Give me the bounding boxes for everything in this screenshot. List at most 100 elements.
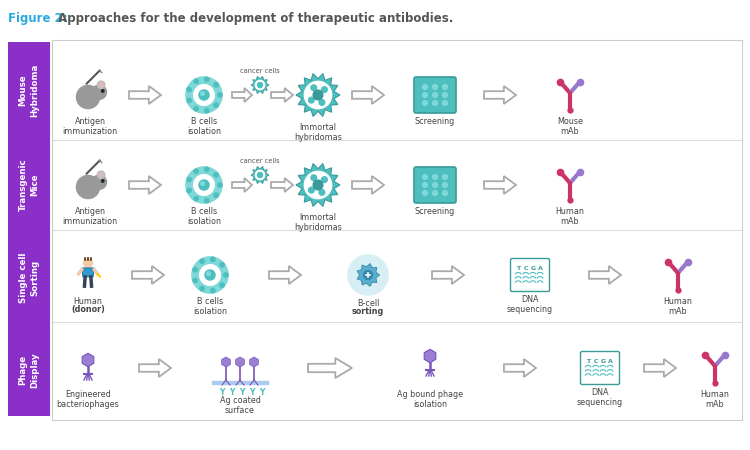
Circle shape bbox=[442, 101, 448, 105]
Polygon shape bbox=[139, 359, 171, 377]
Polygon shape bbox=[271, 88, 293, 102]
Text: Human: Human bbox=[74, 297, 103, 306]
Circle shape bbox=[220, 283, 225, 288]
Polygon shape bbox=[484, 176, 516, 194]
Circle shape bbox=[322, 177, 327, 182]
Circle shape bbox=[319, 99, 325, 105]
Circle shape bbox=[433, 93, 437, 97]
FancyBboxPatch shape bbox=[414, 77, 456, 113]
Text: A: A bbox=[538, 266, 542, 271]
Text: (donor): (donor) bbox=[71, 305, 105, 314]
Circle shape bbox=[422, 93, 427, 97]
Polygon shape bbox=[232, 178, 252, 192]
Text: cancer cells: cancer cells bbox=[240, 158, 280, 164]
Text: Antigen
immunization: Antigen immunization bbox=[62, 117, 118, 136]
Circle shape bbox=[204, 77, 209, 82]
Circle shape bbox=[199, 180, 209, 190]
Circle shape bbox=[204, 167, 209, 172]
Text: Human
mAb: Human mAb bbox=[556, 207, 584, 226]
Circle shape bbox=[442, 93, 448, 97]
Circle shape bbox=[257, 82, 262, 87]
Text: Engineered
bacteriophages: Engineered bacteriophages bbox=[57, 390, 119, 410]
Circle shape bbox=[214, 193, 219, 198]
Text: B-cell: B-cell bbox=[357, 299, 380, 308]
Circle shape bbox=[83, 258, 92, 267]
Polygon shape bbox=[296, 163, 340, 207]
Circle shape bbox=[255, 80, 265, 90]
Text: Ag bound phage
isolation: Ag bound phage isolation bbox=[397, 390, 463, 410]
Circle shape bbox=[92, 175, 106, 189]
Circle shape bbox=[201, 92, 204, 95]
Circle shape bbox=[99, 173, 104, 177]
Text: Single cell
Sorting: Single cell Sorting bbox=[19, 253, 40, 303]
Circle shape bbox=[433, 85, 437, 90]
Text: B cells
isolation: B cells isolation bbox=[187, 117, 221, 136]
Polygon shape bbox=[236, 357, 244, 367]
Text: Y: Y bbox=[230, 388, 235, 397]
Circle shape bbox=[200, 286, 205, 291]
Circle shape bbox=[311, 85, 316, 90]
Circle shape bbox=[210, 257, 215, 262]
FancyBboxPatch shape bbox=[8, 232, 50, 324]
Polygon shape bbox=[589, 266, 621, 284]
Circle shape bbox=[187, 87, 192, 92]
Circle shape bbox=[186, 77, 222, 113]
Circle shape bbox=[304, 81, 332, 108]
Circle shape bbox=[308, 187, 314, 193]
Circle shape bbox=[99, 83, 104, 87]
Text: Y: Y bbox=[239, 388, 244, 397]
Text: G: G bbox=[530, 266, 536, 271]
Circle shape bbox=[194, 196, 199, 201]
Circle shape bbox=[442, 175, 448, 180]
Circle shape bbox=[422, 101, 427, 105]
Circle shape bbox=[214, 82, 219, 87]
Text: Y: Y bbox=[219, 388, 225, 397]
Circle shape bbox=[98, 81, 105, 89]
Polygon shape bbox=[352, 86, 384, 104]
Circle shape bbox=[224, 273, 228, 278]
Text: Y: Y bbox=[249, 388, 255, 397]
Circle shape bbox=[194, 85, 214, 105]
Circle shape bbox=[348, 255, 388, 295]
Circle shape bbox=[101, 90, 104, 92]
Polygon shape bbox=[357, 264, 380, 286]
Circle shape bbox=[76, 176, 100, 198]
Text: Mouse
Hybridoma: Mouse Hybridoma bbox=[19, 63, 40, 117]
Circle shape bbox=[322, 87, 327, 92]
Text: Antigen
immunization: Antigen immunization bbox=[62, 207, 118, 226]
Circle shape bbox=[422, 85, 427, 90]
Polygon shape bbox=[82, 353, 94, 367]
Polygon shape bbox=[132, 266, 164, 284]
Circle shape bbox=[442, 85, 448, 90]
Circle shape bbox=[193, 267, 198, 272]
Circle shape bbox=[194, 175, 214, 195]
Circle shape bbox=[186, 167, 222, 203]
Polygon shape bbox=[308, 358, 352, 378]
Polygon shape bbox=[644, 359, 676, 377]
Polygon shape bbox=[432, 266, 464, 284]
Circle shape bbox=[214, 172, 219, 177]
Circle shape bbox=[194, 79, 199, 84]
Circle shape bbox=[442, 191, 448, 195]
Text: T: T bbox=[586, 359, 590, 364]
Circle shape bbox=[433, 175, 437, 180]
Circle shape bbox=[442, 183, 448, 187]
Circle shape bbox=[193, 278, 198, 283]
Circle shape bbox=[201, 182, 204, 185]
Circle shape bbox=[210, 288, 215, 293]
Circle shape bbox=[364, 270, 373, 279]
Text: T: T bbox=[516, 266, 520, 271]
FancyBboxPatch shape bbox=[8, 324, 50, 416]
Text: Mouse
mAb: Mouse mAb bbox=[557, 117, 583, 136]
Polygon shape bbox=[269, 266, 301, 284]
Circle shape bbox=[98, 171, 105, 179]
Circle shape bbox=[217, 183, 222, 188]
Text: Screening: Screening bbox=[415, 207, 455, 216]
Circle shape bbox=[220, 262, 225, 267]
Polygon shape bbox=[484, 86, 516, 104]
Text: Immortal
hybridomas: Immortal hybridomas bbox=[294, 213, 342, 232]
Circle shape bbox=[204, 108, 209, 113]
Circle shape bbox=[204, 198, 209, 203]
Circle shape bbox=[76, 86, 100, 108]
Text: C: C bbox=[593, 359, 598, 364]
